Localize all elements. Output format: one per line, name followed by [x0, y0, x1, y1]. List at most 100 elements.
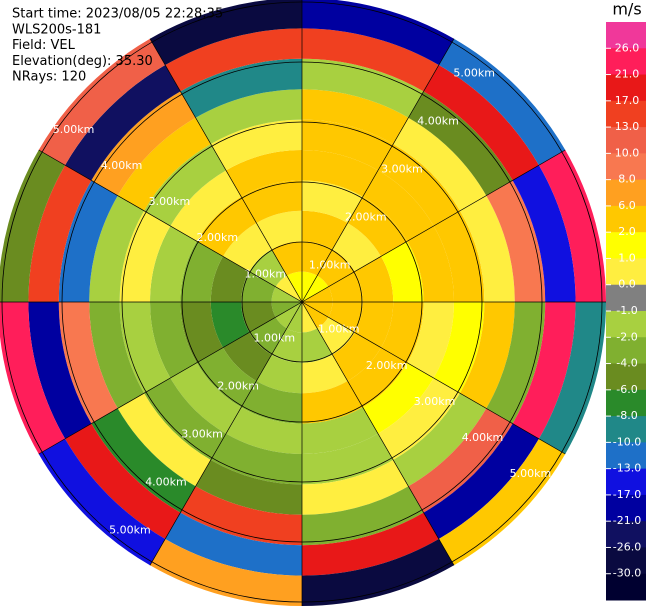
velocity-cell	[89, 302, 145, 409]
colorbar-tick-label: 6.0	[618, 199, 636, 212]
velocity-cell	[223, 223, 272, 272]
colorbar-segment	[606, 258, 646, 286]
colorbar-tick-label: -30.0	[613, 567, 641, 580]
info-block: Start time: 2023/08/05 22:28:35WLS200s-1…	[12, 7, 223, 85]
colorbar-tick-label: 0.0	[618, 278, 636, 291]
velocity-cell	[165, 512, 302, 576]
velocity-cell	[302, 275, 329, 302]
velocity-cell	[302, 302, 329, 329]
velocity-cell	[347, 196, 408, 257]
velocity-cell	[302, 433, 394, 485]
radial-line	[301, 301, 455, 566]
velocity-cell	[393, 117, 487, 211]
radial-line	[301, 38, 455, 303]
colorbar-segment	[606, 22, 646, 49]
velocity-cell	[354, 302, 394, 348]
colorbar-tick-label: -6.0	[616, 383, 637, 396]
range-ring-label: 2.00km	[217, 380, 259, 393]
velocity-cell	[423, 423, 539, 539]
velocity-cell	[170, 362, 242, 434]
ppi-cells	[0, 0, 606, 606]
colorbar-segment	[606, 468, 646, 496]
colorbar-tick-label: 26.0	[615, 41, 640, 54]
radial-line	[301, 149, 566, 303]
velocity-cell	[275, 302, 302, 329]
colorbar-tick-label: -2.0	[616, 330, 637, 343]
colorbar-tick-label: 2.0	[618, 225, 636, 238]
colorbar-unit: m/s	[612, 0, 641, 19]
info-line: NRays: 120	[12, 70, 86, 85]
velocity-cell	[196, 196, 257, 257]
velocity-cell	[408, 91, 513, 196]
colorbar: 26.0 21.0 17.0 13.0 10.0 8.0 6.0 2.0 1.0 0.0 -1.0 -…	[606, 22, 646, 601]
velocity-cell	[58, 180, 118, 302]
velocity-cell	[317, 249, 355, 287]
velocity-cell	[144, 144, 226, 226]
range-ring-label: 3.00km	[381, 162, 423, 175]
colorbar-tick-label: -1.0	[616, 304, 637, 317]
colorbar-segment	[606, 311, 646, 338]
velocity-cell	[302, 58, 424, 118]
velocity-cell	[423, 65, 539, 181]
range-ring-label: 3.00km	[149, 195, 191, 208]
velocity-cell	[347, 347, 408, 408]
velocity-cell	[302, 459, 409, 515]
velocity-cell	[302, 119, 394, 171]
velocity-cell	[210, 302, 250, 348]
velocity-cell	[393, 393, 487, 487]
colorbar-segment	[606, 494, 646, 522]
velocity-cell	[28, 302, 92, 439]
velocity-cell	[407, 226, 454, 302]
range-ring-label: 5.00km	[453, 67, 495, 80]
range-ring-label: 4.00km	[101, 159, 143, 172]
range-ring-label: 1.00km	[309, 258, 351, 271]
colorbar-segment	[606, 363, 646, 391]
velocity-cell	[433, 210, 485, 302]
velocity-cell	[302, 302, 333, 318]
velocity-cell	[302, 512, 439, 576]
velocity-cell	[150, 538, 302, 606]
velocity-cell	[195, 459, 302, 515]
velocity-cell	[302, 302, 318, 333]
velocity-cell	[0, 302, 66, 454]
velocity-cell	[512, 302, 576, 439]
velocity-cell	[249, 317, 287, 355]
velocity-cell	[328, 302, 363, 333]
velocity-cell	[378, 144, 460, 226]
velocity-cell	[286, 271, 302, 302]
colorbar-segment	[606, 100, 646, 128]
radial-line	[149, 301, 303, 566]
velocity-cell	[150, 302, 197, 378]
info-line: Field: VEL	[12, 38, 76, 53]
velocity-cell	[165, 28, 302, 92]
range-ring-label: 2.00km	[345, 210, 387, 223]
colorbar-tick-label: 17.0	[615, 94, 640, 107]
colorbar-segment	[606, 442, 646, 470]
info-line: Elevation(deg): 35.30	[12, 54, 153, 69]
velocity-cell	[91, 91, 196, 196]
velocity-cell	[317, 317, 355, 355]
velocity-cell	[275, 275, 302, 302]
velocity-cell	[302, 0, 454, 66]
velocity-cell	[38, 38, 166, 166]
velocity-cell	[210, 256, 250, 302]
radial-line	[301, 301, 566, 455]
range-ring-label: 3.00km	[181, 428, 223, 441]
velocity-cell	[0, 150, 66, 302]
velocity-cell	[486, 180, 546, 302]
velocity-cell	[302, 407, 378, 454]
range-ring-label: 4.00km	[145, 475, 187, 488]
velocity-cell	[538, 302, 606, 454]
velocity-cell	[89, 195, 145, 302]
velocity-cell	[407, 302, 454, 378]
colorbar-segment	[606, 205, 646, 233]
velocity-cell	[271, 241, 302, 276]
velocity-cell	[328, 271, 363, 302]
colorbar-segment	[606, 337, 646, 365]
velocity-cell	[362, 362, 434, 434]
colorbar-tick-label: -8.0	[616, 409, 637, 422]
velocity-cell	[438, 438, 566, 566]
velocity-cell	[302, 354, 348, 394]
velocity-cell	[512, 165, 576, 302]
